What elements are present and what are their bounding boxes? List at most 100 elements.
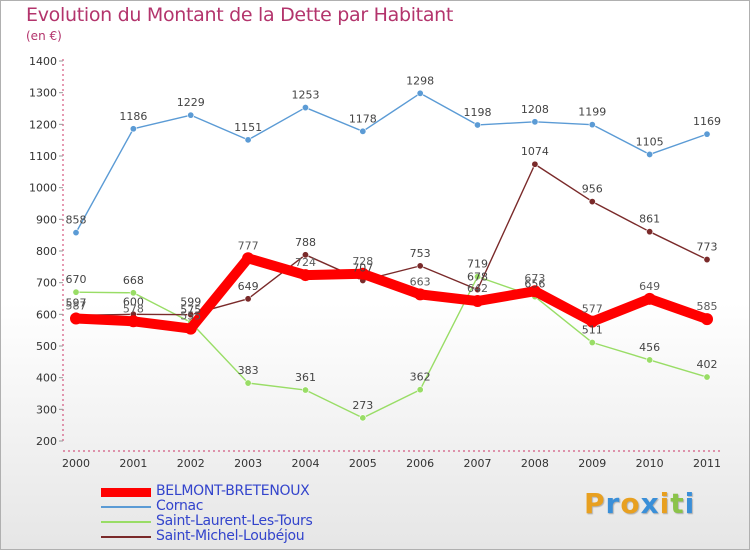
- legend-swatch: [101, 487, 151, 497]
- data-label: 1074: [521, 145, 549, 158]
- data-point: [471, 295, 484, 308]
- legend-label: Saint-Laurent-Les-Tours: [156, 513, 313, 529]
- data-label: 1253: [291, 89, 319, 102]
- x-tick-label: 2000: [62, 457, 90, 470]
- data-label: 599: [180, 296, 201, 309]
- y-tick-label: 400: [36, 372, 57, 385]
- data-point: [528, 285, 541, 298]
- data-label: 707: [352, 261, 373, 274]
- data-label: 577: [582, 303, 603, 316]
- data-point: [187, 111, 195, 119]
- data-point: [588, 121, 596, 129]
- series-belmont-bretenoux: [70, 252, 713, 335]
- data-point: [129, 125, 137, 133]
- data-label: 578: [123, 302, 144, 315]
- data-label: 678: [467, 271, 488, 284]
- data-point: [244, 136, 252, 144]
- data-label: 858: [66, 214, 87, 227]
- x-tick-label: 2010: [636, 457, 664, 470]
- y-tick-label: 1000: [29, 182, 57, 195]
- legend-swatch: [101, 521, 151, 523]
- data-label: 1229: [177, 96, 205, 109]
- data-label: 1199: [578, 106, 606, 119]
- data-point: [703, 373, 711, 381]
- data-point: [301, 386, 309, 394]
- data-label: 788: [295, 236, 316, 249]
- data-label: 728: [352, 255, 373, 268]
- data-label: 1151: [234, 121, 262, 134]
- data-label: 777: [238, 239, 259, 252]
- data-label: 1186: [119, 110, 147, 123]
- data-point: [643, 292, 656, 305]
- chart-subtitle: (en €): [26, 29, 62, 43]
- data-label: 656: [524, 278, 545, 291]
- series-saint-laurent-les-tours: [72, 273, 711, 422]
- data-label: 555: [180, 310, 201, 323]
- y-tick-label: 500: [36, 340, 57, 353]
- series-cornac: [72, 89, 711, 237]
- data-point: [301, 104, 309, 112]
- y-tick-label: 900: [36, 213, 57, 226]
- data-label: 585: [697, 300, 718, 313]
- data-point: [531, 118, 539, 126]
- data-label: 361: [295, 371, 316, 384]
- data-label: 719: [467, 258, 488, 271]
- x-tick-label: 2005: [349, 457, 377, 470]
- data-point: [356, 267, 369, 280]
- data-point: [359, 414, 367, 422]
- proxiti-logo: Proxiti: [584, 487, 696, 520]
- data-label: 597: [66, 296, 87, 309]
- data-label: 362: [410, 371, 431, 384]
- data-label: 649: [639, 280, 660, 293]
- data-point: [703, 130, 711, 138]
- data-point: [299, 269, 312, 282]
- data-label: 456: [639, 341, 660, 354]
- data-label: 600: [123, 295, 144, 308]
- data-label: 1169: [693, 115, 721, 128]
- data-point: [474, 286, 482, 294]
- x-tick-label: 2007: [464, 457, 492, 470]
- data-point: [646, 356, 654, 364]
- data-point: [184, 322, 197, 335]
- data-point: [703, 256, 711, 264]
- data-label: 861: [639, 213, 660, 226]
- x-tick-label: 2009: [578, 457, 606, 470]
- data-point: [72, 229, 80, 237]
- data-label: 1105: [636, 135, 664, 148]
- y-tick-label: 300: [36, 403, 57, 416]
- data-point: [187, 311, 195, 319]
- data-label: 956: [582, 183, 603, 196]
- data-point: [72, 288, 80, 296]
- series-saint-michel-loub-jou: [72, 160, 711, 319]
- data-point: [416, 89, 424, 97]
- legend-swatch: [101, 536, 151, 538]
- data-label: 663: [410, 275, 431, 288]
- data-point: [244, 379, 252, 387]
- x-tick-label: 2008: [521, 457, 549, 470]
- x-tick-label: 2003: [234, 457, 262, 470]
- data-point: [646, 228, 654, 236]
- data-point: [129, 289, 137, 297]
- data-point: [242, 252, 255, 265]
- data-label: 383: [238, 364, 259, 377]
- data-label: 724: [295, 256, 316, 269]
- series-line: [75, 92, 708, 234]
- x-tick-label: 2004: [291, 457, 319, 470]
- data-label: 642: [467, 282, 488, 295]
- data-label: 575: [180, 303, 201, 316]
- legend-label: Cornac: [156, 498, 204, 514]
- series-line: [71, 253, 712, 334]
- data-label: 773: [697, 241, 718, 254]
- y-tick-label: 1300: [29, 87, 57, 100]
- data-point: [701, 313, 713, 326]
- data-label: 673: [524, 272, 545, 285]
- data-point: [531, 160, 539, 168]
- data-point: [588, 198, 596, 206]
- chart-title: Evolution du Montant de la Dette par Hab…: [26, 4, 454, 26]
- x-tick-label: 2006: [406, 457, 434, 470]
- data-point: [588, 339, 596, 347]
- data-label: 1198: [464, 106, 492, 119]
- data-point: [127, 315, 140, 328]
